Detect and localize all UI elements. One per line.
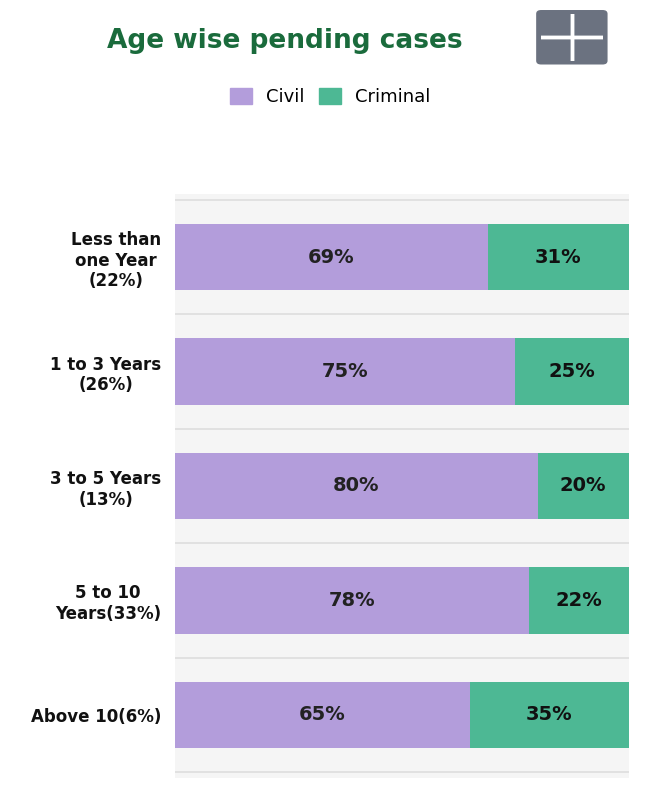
FancyBboxPatch shape	[536, 10, 608, 65]
Text: 31%: 31%	[535, 248, 581, 266]
Text: 20%: 20%	[560, 476, 607, 496]
Text: 80%: 80%	[333, 476, 380, 496]
Bar	[470, 681, 629, 748]
Text: 22%: 22%	[555, 590, 602, 610]
Text: 65%: 65%	[299, 706, 346, 724]
Bar	[175, 567, 529, 633]
Text: 75%: 75%	[322, 362, 368, 382]
Bar	[175, 681, 470, 748]
Bar	[515, 339, 629, 405]
Text: 25%: 25%	[548, 362, 596, 382]
Bar	[175, 339, 515, 405]
Bar	[529, 567, 629, 633]
Text: 78%: 78%	[329, 590, 375, 610]
Legend: Civil, Criminal: Civil, Criminal	[225, 83, 436, 112]
Text: 69%: 69%	[308, 248, 354, 266]
Text: 35%: 35%	[526, 706, 572, 724]
Bar	[175, 224, 488, 291]
Bar	[488, 224, 629, 291]
Text: Age wise pending cases: Age wise pending cases	[108, 28, 463, 54]
Bar	[538, 453, 629, 519]
Bar	[175, 453, 538, 519]
